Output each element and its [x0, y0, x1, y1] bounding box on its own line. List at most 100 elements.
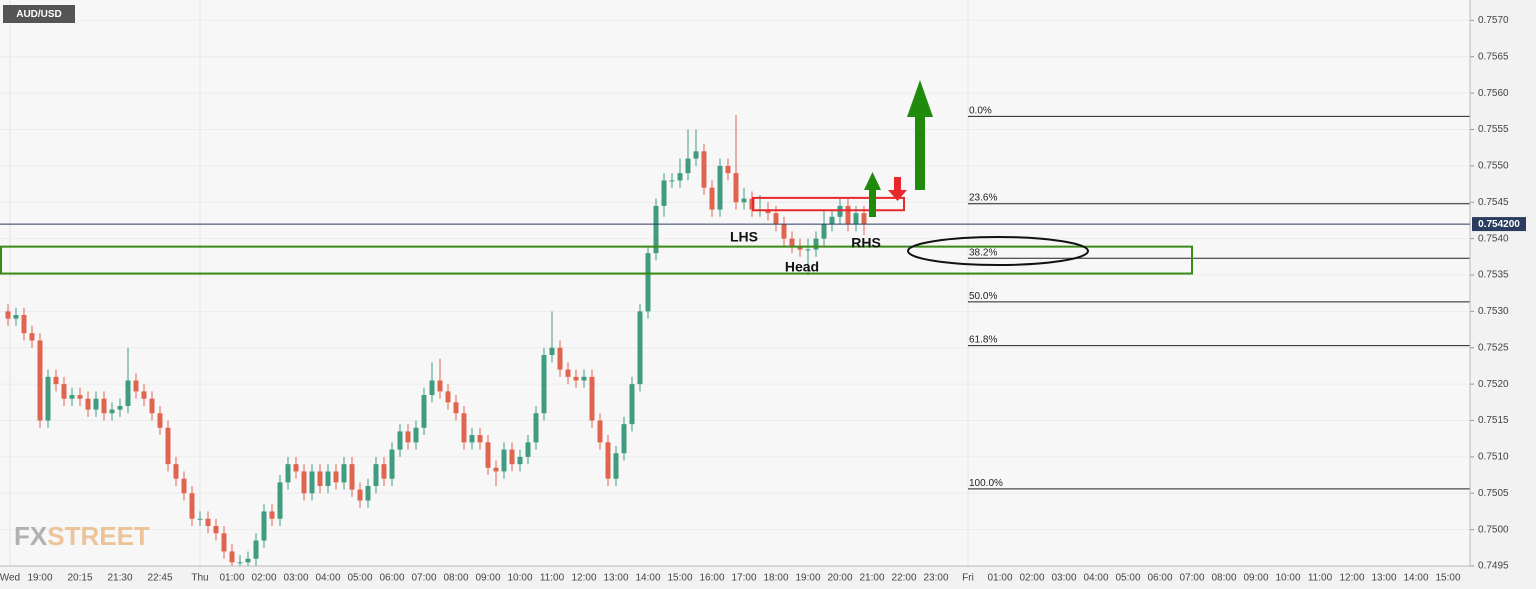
- candle-body: [541, 355, 547, 414]
- x-tick-label: 01:00: [219, 573, 244, 584]
- x-tick-label: 08:00: [443, 573, 468, 584]
- candle-body: [245, 558, 251, 563]
- x-tick-label: 21:30: [107, 573, 132, 584]
- candle-body: [669, 180, 675, 182]
- candle-body: [509, 449, 515, 465]
- candle-body: [485, 442, 491, 468]
- candle-body: [653, 205, 659, 254]
- x-tick-label: 23:00: [923, 573, 948, 584]
- x-tick-label: 20:00: [827, 573, 852, 584]
- y-tick-label: 0.7540: [1478, 233, 1509, 244]
- x-tick-label: 11:00: [1308, 573, 1333, 584]
- candle-body: [445, 391, 451, 403]
- arrow-head: [888, 190, 907, 201]
- candle-body: [765, 209, 771, 214]
- candle-body: [557, 347, 563, 370]
- x-tick-label: 03:00: [283, 573, 308, 584]
- x-tick-label: 10:00: [1275, 573, 1300, 584]
- x-tick-label: 15:00: [667, 573, 692, 584]
- fib-label: 61.8%: [969, 335, 997, 346]
- candle-body: [69, 395, 75, 399]
- x-tick-label: 06:00: [379, 573, 404, 584]
- watermark: FXSTREET: [14, 521, 150, 551]
- candle-body: [477, 435, 483, 443]
- fib-label: 100.0%: [969, 478, 1003, 489]
- zone: [0, 245, 1193, 275]
- candle-body: [613, 453, 619, 479]
- x-tick-label: 12:00: [571, 573, 596, 584]
- candle-body: [77, 395, 83, 399]
- candle-body: [93, 398, 99, 410]
- zone: [752, 196, 905, 212]
- x-tick-label: Wed: [0, 573, 20, 584]
- y-tick-label: 0.7525: [1478, 342, 1509, 353]
- watermark-second: STREET: [47, 521, 150, 551]
- fibonacci: 0.0% 23.6% 38.2% 50.0% 61.8% 100.0%: [968, 105, 1470, 490]
- current-price: 0.754200: [0, 217, 1526, 232]
- candle-body: [629, 384, 635, 425]
- x-tick-label: 17:00: [731, 573, 756, 584]
- y-tick-label: 0.7560: [1478, 88, 1509, 99]
- candle-body: [725, 165, 731, 174]
- x-tick-label: 22:00: [891, 573, 916, 584]
- x-tick-label: 07:00: [411, 573, 436, 584]
- title-badge: [3, 5, 75, 23]
- candle-body: [845, 205, 851, 225]
- y-tick-label: 0.7515: [1478, 415, 1509, 426]
- candle-body: [597, 420, 603, 443]
- x-tick-label: 19:00: [27, 573, 52, 584]
- arrow-small-up: [864, 172, 881, 217]
- y-tick-label: 0.7555: [1478, 124, 1509, 135]
- ellipse-annotation: [907, 236, 1089, 266]
- x-axis-background: [0, 566, 1470, 589]
- x-tick-label: 14:00: [1403, 573, 1428, 584]
- candle-body: [781, 224, 787, 239]
- candle-body: [789, 238, 795, 246]
- candle-body: [693, 151, 699, 159]
- candle-body: [413, 427, 419, 443]
- x-tick-label: 09:00: [1243, 573, 1268, 584]
- candle-body: [141, 391, 147, 399]
- x-tick-label: 08:00: [1211, 573, 1236, 584]
- y-tick-label: 0.7535: [1478, 270, 1509, 281]
- arrow-shaft: [869, 189, 876, 217]
- current-price-label: 0.754200: [1478, 219, 1520, 230]
- plot-background: [0, 0, 1470, 566]
- arrow-big-up: [907, 80, 933, 190]
- candle-body: [717, 165, 723, 210]
- candle-body: [837, 205, 843, 217]
- candle-body: [405, 431, 411, 443]
- arrow-head: [864, 172, 881, 190]
- candle-body: [229, 551, 235, 563]
- zones: [0, 196, 1193, 275]
- x-tick-label: 10:00: [507, 573, 532, 584]
- y-tick-label: 0.7570: [1478, 15, 1509, 26]
- candle-body: [333, 471, 339, 483]
- candle-body: [453, 402, 459, 414]
- x-tick-label: 05:00: [347, 573, 372, 584]
- candle-body: [573, 376, 579, 381]
- candle-body: [29, 333, 35, 341]
- candle-body: [469, 435, 475, 443]
- arrow-head: [907, 80, 933, 117]
- current-price-box: [1472, 217, 1526, 232]
- candle-body: [821, 224, 827, 239]
- candle-body: [605, 442, 611, 479]
- annotation-lhs: LHS: [730, 229, 758, 245]
- y-tick-label: 0.7530: [1478, 306, 1509, 317]
- candle-body: [853, 213, 859, 225]
- candle-body: [357, 489, 363, 501]
- candle-body: [365, 485, 371, 501]
- candle-body: [701, 151, 707, 188]
- fib-label: 0.0%: [969, 105, 992, 116]
- candle-body: [661, 180, 667, 206]
- fib-label: 38.2%: [969, 247, 997, 258]
- candle-body: [101, 398, 107, 414]
- y-tick-label: 0.7550: [1478, 161, 1509, 172]
- y-tick-label: 0.7505: [1478, 488, 1509, 499]
- y-tick-label: 0.7495: [1478, 561, 1509, 572]
- candle-body: [381, 464, 387, 479]
- annotation-rhs: RHS: [851, 235, 881, 251]
- x-tick-label: 20:15: [67, 573, 92, 584]
